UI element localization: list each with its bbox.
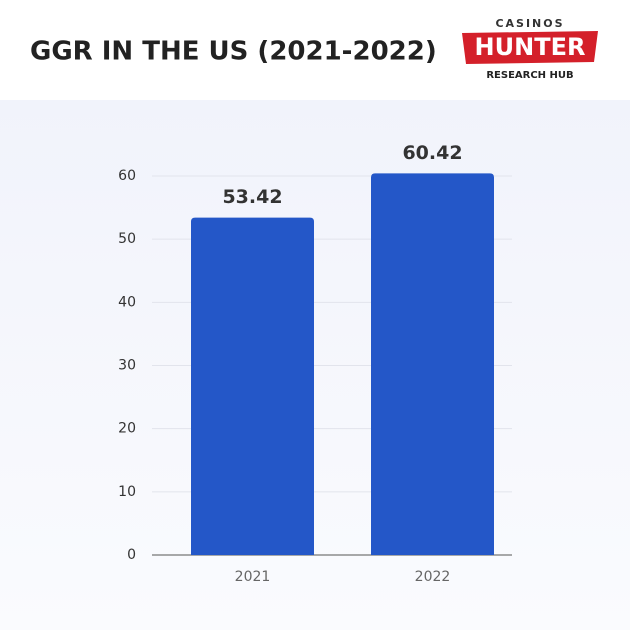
y-tick-label: 30 <box>118 358 136 374</box>
x-tick-label: 2021 <box>235 569 271 585</box>
bar <box>191 217 314 555</box>
y-tick-label: 0 <box>127 547 136 563</box>
y-tick-label: 20 <box>118 421 136 437</box>
logo-banner <box>462 31 598 64</box>
y-tick-label: 60 <box>118 168 136 184</box>
value-label: 53.42 <box>222 186 282 208</box>
y-tick-label: 50 <box>118 231 136 247</box>
bar <box>371 173 494 556</box>
x-tick-label: 2022 <box>415 569 451 585</box>
logo: CASINOS HUNTER RESEARCH HUB <box>462 17 598 81</box>
y-tick-label: 40 <box>118 294 136 310</box>
chart-title: GGR IN THE US (2021-2022) <box>30 37 437 67</box>
logo-bottom: RESEARCH HUB <box>486 70 573 81</box>
logo-main: HUNTER <box>475 33 586 61</box>
y-tick-label: 10 <box>118 484 136 500</box>
value-label: 60.42 <box>402 142 462 164</box>
logo-top: CASINOS <box>495 17 564 30</box>
